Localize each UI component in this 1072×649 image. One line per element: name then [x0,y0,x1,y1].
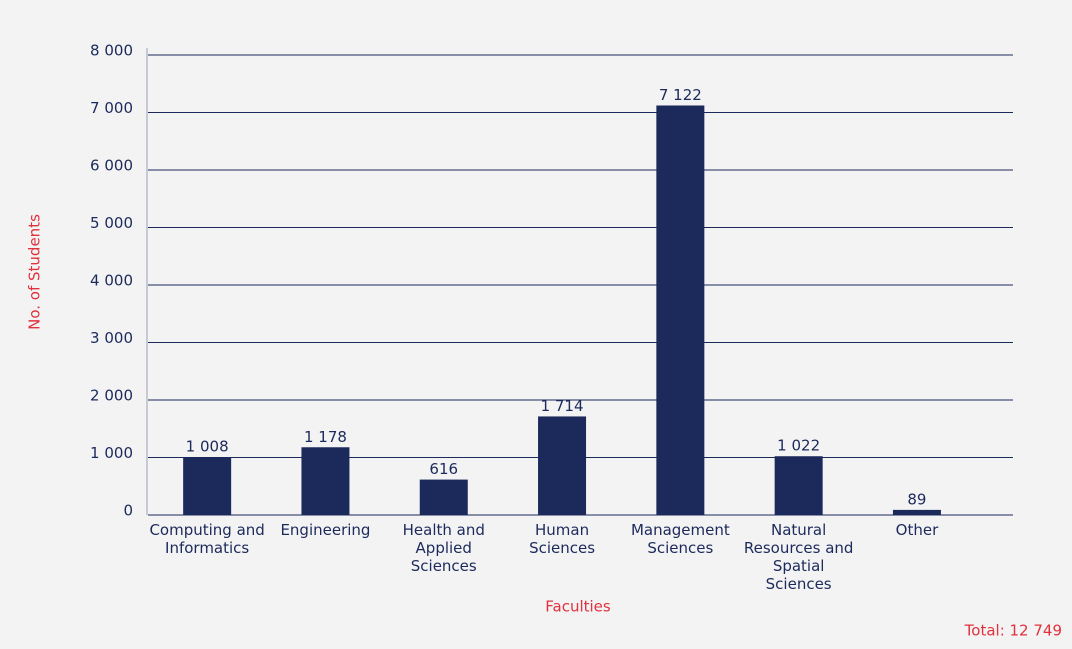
x-tick-label: Health and Applied Sciences [402,521,485,575]
bar [774,456,823,515]
value-label: 1 022 [777,437,820,455]
y-tick-label: 1 000 [90,444,133,462]
y-tick-label: 3 000 [90,329,133,347]
y-tick-label: 7 000 [90,99,133,117]
bar [183,457,232,515]
x-tick-label: Computing and Informatics [149,521,265,557]
y-tick-label: 0 [123,502,133,520]
bar [419,479,468,515]
y-tick-label: 2 000 [90,387,133,405]
bar [301,447,350,515]
x-tick-label: Management Sciences [630,521,730,557]
value-label: 7 122 [659,86,702,104]
value-label: 616 [429,460,458,478]
value-label: 1 008 [186,438,229,456]
y-tick-label: 5 000 [90,214,133,232]
value-label: 1 714 [541,397,584,415]
value-label: 1 178 [304,428,347,446]
y-tick-label: 4 000 [90,272,133,290]
y-tick-label: 6 000 [90,157,133,175]
bar [538,416,587,515]
value-label: 89 [907,490,926,508]
y-tick-label: 8 000 [90,42,133,60]
total-label: Total: 12 749 [964,622,1062,640]
x-tick-label: Natural Resources and Spatial Sciences [743,521,854,593]
x-tick-label: Human Sciences [529,521,596,557]
x-tick-label: Other [895,521,939,539]
bar [656,105,705,516]
x-axis-label: Faculties [545,598,611,616]
y-axis-label: No. of Students [26,214,44,330]
x-tick-label: Engineering [280,521,371,539]
bar [892,509,941,515]
